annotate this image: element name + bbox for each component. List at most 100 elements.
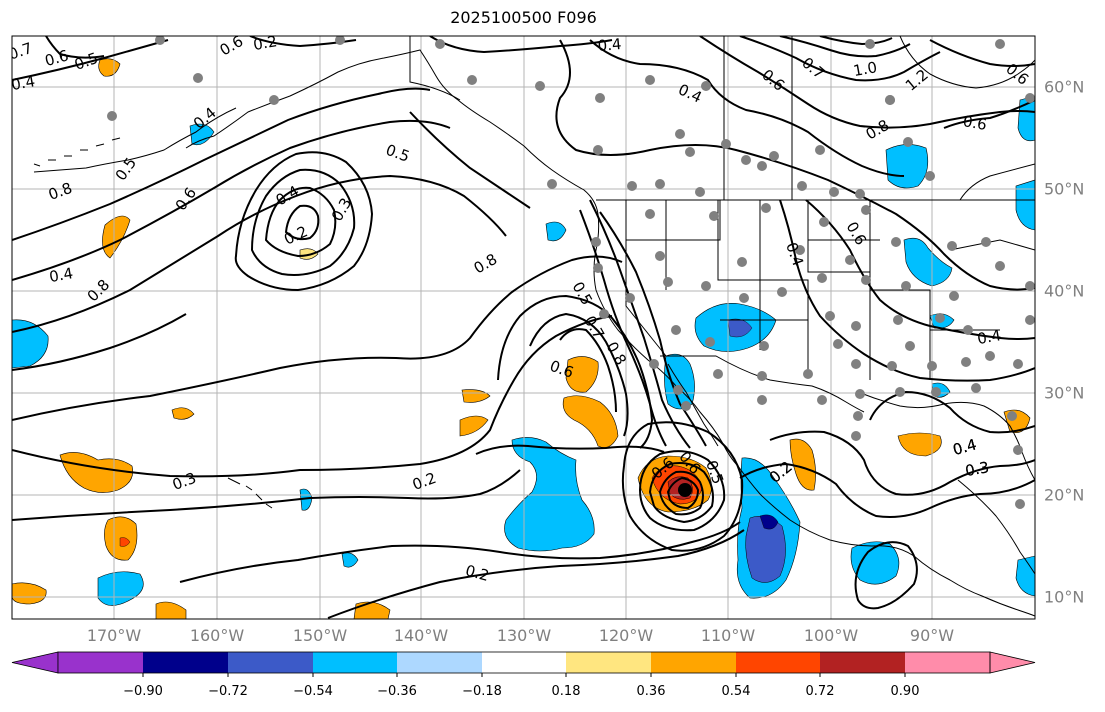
station-dot xyxy=(817,395,827,405)
coastlines xyxy=(33,36,1035,617)
colorbar-tick-label: −0.90 xyxy=(123,684,163,699)
station-dot xyxy=(757,371,767,381)
colorbar-swatch xyxy=(905,652,990,673)
contour-line xyxy=(779,36,911,58)
contour-label: 0.7 xyxy=(6,39,34,63)
contour-line xyxy=(648,462,714,524)
positive-shading xyxy=(562,395,619,448)
colorbar-extend-high xyxy=(989,651,1036,674)
negative-shading xyxy=(759,514,779,530)
contour-label: 0.4 xyxy=(951,435,979,459)
contour-line xyxy=(666,476,700,510)
station-dot xyxy=(855,189,865,199)
station-dot xyxy=(851,321,861,331)
lon-label: 140°W xyxy=(393,626,449,645)
station-dot xyxy=(681,401,691,411)
lat-label: 20°N xyxy=(1044,485,1085,505)
contour-line xyxy=(12,87,431,241)
contour-label: 0.4 xyxy=(48,264,75,286)
lon-label: 130°W xyxy=(496,626,552,645)
contour-line xyxy=(529,312,629,437)
negative-shading xyxy=(1017,95,1035,142)
contour-line xyxy=(559,328,617,413)
colorbar-swatch xyxy=(651,652,736,673)
positive-shading xyxy=(171,407,195,420)
contour-line xyxy=(699,36,1035,129)
alaska-coast xyxy=(185,49,599,215)
negative-shading xyxy=(885,144,929,189)
map-title: 2025100500 F096 xyxy=(450,8,597,27)
canada-coast xyxy=(959,163,1035,201)
state-border xyxy=(949,239,1035,251)
station-dot xyxy=(829,187,839,197)
colorbar-swatch xyxy=(820,652,905,673)
colorbar-tick-label: 0.36 xyxy=(636,684,666,699)
station-dot xyxy=(995,261,1005,271)
station-dot xyxy=(985,351,995,361)
station-dot xyxy=(949,291,959,301)
station-dot xyxy=(107,111,117,121)
contour-line xyxy=(12,255,623,421)
station-dot xyxy=(845,255,855,265)
station-dot xyxy=(803,369,813,379)
station-dot xyxy=(819,217,829,227)
contour-line xyxy=(819,36,893,46)
state-border xyxy=(626,200,721,241)
state-border xyxy=(625,200,667,357)
station-dot xyxy=(893,315,903,325)
station-dot xyxy=(675,129,685,139)
lon-label: 110°W xyxy=(700,626,756,645)
station-dot xyxy=(649,359,659,369)
colorbar-tick-label: 0.90 xyxy=(890,684,920,699)
contour-line xyxy=(943,99,1035,129)
colorbar xyxy=(11,651,1036,677)
positive-shading xyxy=(12,582,47,605)
negative-shading xyxy=(727,318,753,338)
contour-line xyxy=(12,119,451,281)
contour-line xyxy=(599,211,707,447)
colorbar-swatch xyxy=(143,652,228,673)
station-dot xyxy=(705,337,715,347)
west-coast xyxy=(593,213,1035,617)
station-dot xyxy=(739,293,749,303)
negative-shading xyxy=(341,552,359,568)
station-dot xyxy=(825,311,835,321)
station-dot xyxy=(903,137,913,147)
lon-label: 160°W xyxy=(189,626,245,645)
station-dot xyxy=(709,211,719,221)
contour-label: 0.4 xyxy=(10,72,37,94)
station-dot xyxy=(627,181,637,191)
station-dot xyxy=(905,341,915,351)
contour-line xyxy=(779,199,1035,382)
hudson-area xyxy=(899,36,1035,89)
contour-label: 0.4 xyxy=(597,35,622,55)
contour-lines xyxy=(12,36,1035,619)
station-dot xyxy=(599,309,609,319)
station-dot xyxy=(591,237,601,247)
contour-line xyxy=(589,39,905,177)
state-border xyxy=(870,289,931,380)
hawaii-islands xyxy=(227,477,273,509)
contour-label: 0.2 xyxy=(463,561,491,585)
contour-line xyxy=(45,36,105,59)
colorbar-tick-label: 0.72 xyxy=(805,684,835,699)
contour-line xyxy=(869,390,1035,434)
station-dot xyxy=(701,81,711,91)
station-dot xyxy=(981,237,991,247)
contour-line xyxy=(555,39,1035,291)
contour-label: 1.0 xyxy=(852,58,879,80)
station-dot xyxy=(887,361,897,371)
station-dot xyxy=(269,95,279,105)
contour-label: 0.6 xyxy=(43,46,71,70)
station-dot xyxy=(645,75,655,85)
colorbar-tick-label: −0.18 xyxy=(462,684,502,699)
contour-line xyxy=(805,199,1035,340)
colorbar-tick-label: −0.36 xyxy=(377,684,417,699)
colorbar-swatch xyxy=(482,652,566,673)
station-dot xyxy=(865,39,875,49)
station-dot xyxy=(593,263,603,273)
station-dot xyxy=(935,313,945,323)
us-mexico-border xyxy=(660,355,865,413)
contour-line xyxy=(12,469,521,521)
